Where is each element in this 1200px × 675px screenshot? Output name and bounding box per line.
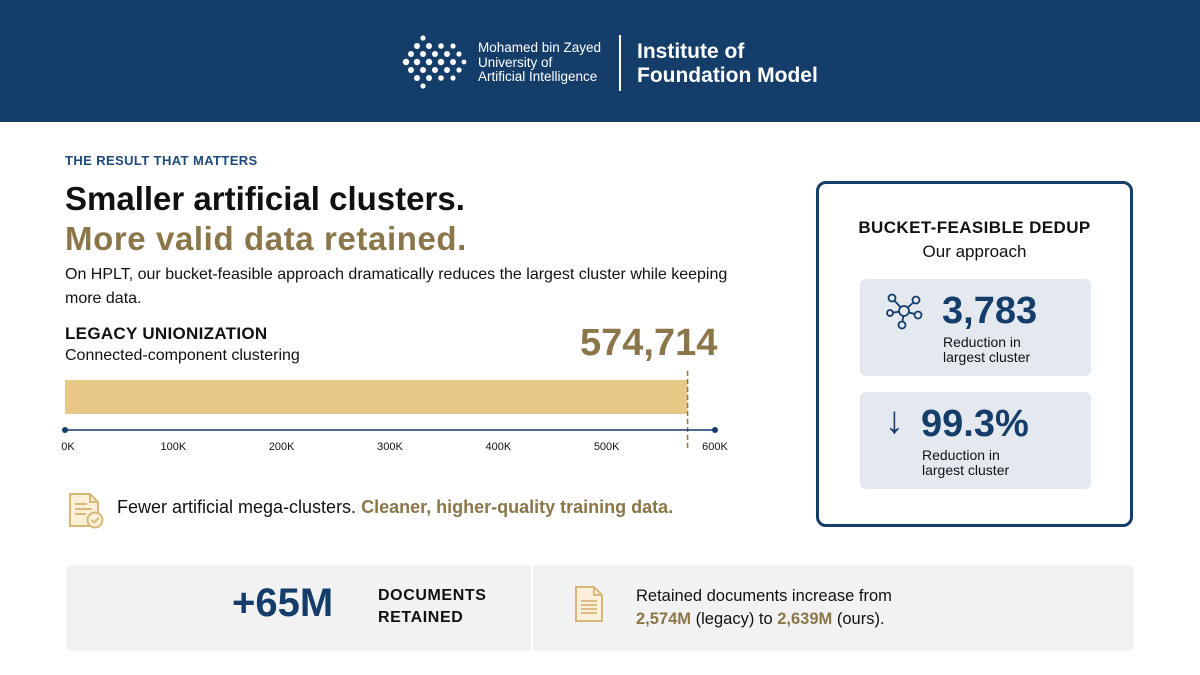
headline-secondary: More valid data retained. bbox=[65, 220, 467, 257]
institute-name: Institute of Foundation Model bbox=[637, 40, 818, 88]
stat-largest-cluster: 3,783 Reduction in largest cluster bbox=[860, 279, 1091, 376]
description-text: On HPLT, our bucket-feasible approach dr… bbox=[65, 266, 728, 307]
legacy-value-label: 574,714 bbox=[580, 322, 718, 364]
bucket-feasible-card: BUCKET-FEASIBLE DEDUP Our approach 3,783… bbox=[816, 181, 1133, 527]
bar-0 bbox=[65, 380, 688, 414]
docs-label-line1: DOCUMENTS bbox=[378, 587, 487, 604]
x-axis-end-dot bbox=[712, 427, 718, 433]
x-tick-label: 100K bbox=[160, 441, 186, 453]
retained-line2: 2,574M (legacy) to 2,639M (ours). bbox=[636, 608, 892, 631]
legacy-title: LEGACY UNIONIZATION bbox=[65, 324, 268, 343]
legacy-cluster-chart: 0K 100K 200K 300K 400K 500K 600K bbox=[61, 371, 729, 453]
institute-line-1: Institute of bbox=[637, 40, 745, 63]
stat1-value: 3,783 bbox=[942, 290, 1038, 332]
university-line-1: Mohamed bin Zayed bbox=[478, 40, 602, 55]
institute-line-2: Foundation Model bbox=[637, 64, 818, 87]
docs-label-line2: RETAINED bbox=[378, 609, 464, 626]
x-axis-start-dot bbox=[62, 427, 68, 433]
stat2-label-line2: largest cluster bbox=[922, 462, 1010, 478]
mbzuai-logo-icon bbox=[402, 35, 467, 89]
stat1-label-line2: largest cluster bbox=[943, 349, 1031, 365]
fewer-clusters-text: Fewer artificial mega-clusters. Cleaner,… bbox=[117, 497, 673, 518]
documents-retained-panel: +65M DOCUMENTS RETAINED Retained documen… bbox=[66, 565, 1134, 651]
legacy-docs-text: (legacy) to bbox=[691, 610, 778, 628]
documents-retained-value: +65M bbox=[232, 581, 334, 625]
x-tick-label: 600K bbox=[702, 441, 728, 453]
stat2-value: 99.3% bbox=[921, 403, 1029, 445]
header-banner: Mohamed bin Zayed University of Artifici… bbox=[0, 0, 1200, 122]
university-line-3: Artificial Intelligence bbox=[478, 69, 598, 84]
panel-separator bbox=[531, 565, 533, 651]
stat-reduction-percent: ↓ 99.3% Reduction in largest cluster bbox=[860, 392, 1091, 489]
document-icon bbox=[575, 586, 603, 622]
documents-retained-label: DOCUMENTS RETAINED bbox=[378, 585, 518, 629]
university-name: Mohamed bin Zayed University of Artifici… bbox=[478, 40, 602, 85]
eyebrow-label: THE RESULT THAT MATTERS bbox=[65, 153, 258, 168]
stat2-label-line1: Reduction in bbox=[922, 447, 1000, 463]
ours-docs-text: (ours). bbox=[832, 610, 885, 628]
x-tick-label: 500K bbox=[594, 441, 620, 453]
header-divider bbox=[619, 35, 621, 91]
network-icon bbox=[886, 293, 923, 330]
headline-primary: Smaller artificial clusters. bbox=[65, 180, 465, 217]
ours-docs-value: 2,639M bbox=[777, 610, 833, 628]
checked-document-icon bbox=[69, 493, 104, 529]
legacy-docs-value: 2,574M bbox=[636, 610, 692, 628]
x-tick-label: 400K bbox=[485, 441, 511, 453]
x-tick-label: 300K bbox=[377, 441, 403, 453]
fewer-clusters-note: Fewer artificial mega-clusters. Cleaner,… bbox=[66, 490, 786, 530]
university-line-2: University of bbox=[478, 54, 553, 70]
fewer-text-plain: Fewer artificial mega-clusters. bbox=[117, 497, 357, 517]
x-tick-label: 0K bbox=[61, 441, 75, 453]
fewer-text-highlight: Cleaner, higher-quality training data. bbox=[361, 497, 674, 517]
card-subtitle: Our approach bbox=[922, 242, 1027, 261]
x-tick-label: 200K bbox=[269, 441, 295, 453]
retained-description: Retained documents increase from 2,574M … bbox=[636, 585, 892, 631]
stat1-label-line1: Reduction in bbox=[943, 334, 1021, 350]
arrow-down-icon: ↓ bbox=[885, 400, 904, 442]
stat1-label: Reduction in largest cluster bbox=[943, 335, 1063, 365]
retained-line1: Retained documents increase from bbox=[636, 587, 892, 605]
stat2-label: Reduction in largest cluster bbox=[922, 448, 1042, 478]
card-title: BUCKET-FEASIBLE DEDUP bbox=[858, 218, 1091, 237]
legacy-subtitle: Connected-component clustering bbox=[65, 347, 300, 364]
